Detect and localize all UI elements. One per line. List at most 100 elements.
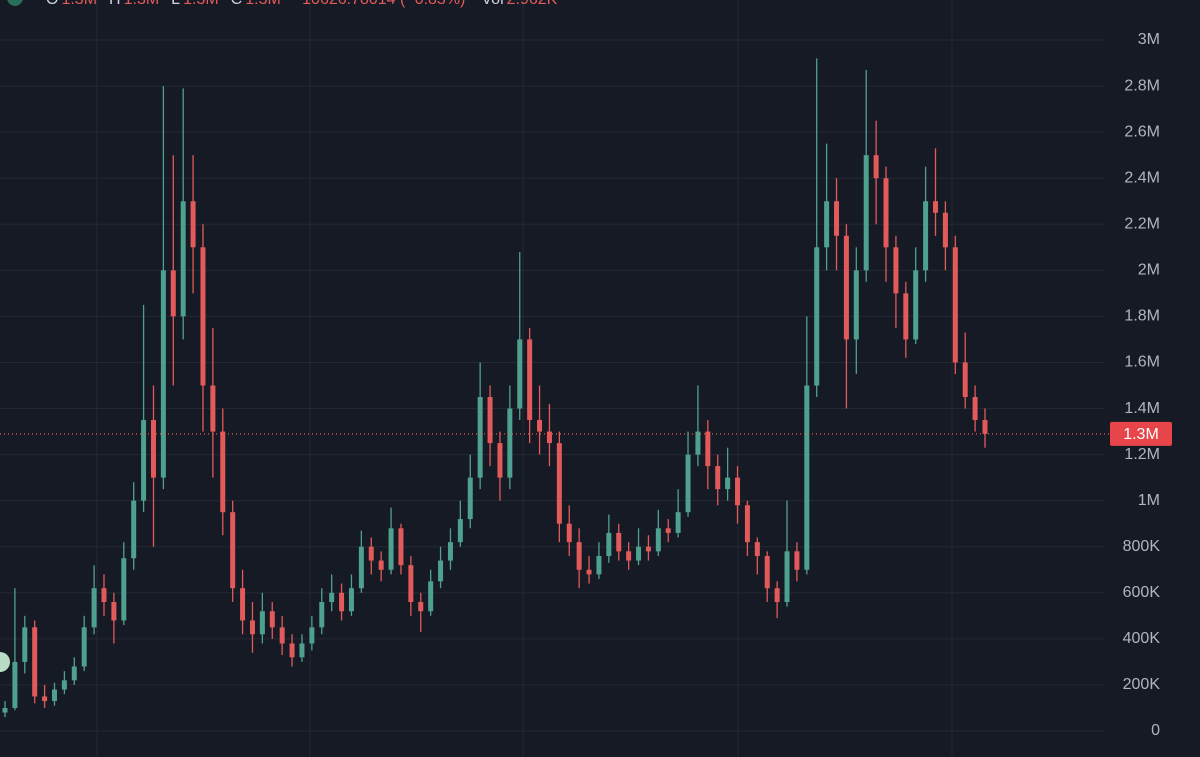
candle-body (883, 178, 889, 248)
candle-body (81, 627, 87, 667)
candle-body (715, 466, 721, 490)
candle-body (903, 293, 909, 340)
candle-body (923, 201, 929, 271)
y-tick-label: 600K (1123, 584, 1161, 601)
candle-body (784, 551, 790, 603)
candle-body (962, 362, 968, 398)
candle-body (942, 212, 948, 248)
header-value: 1.3M (245, 0, 281, 8)
candle-body (863, 155, 869, 271)
candle-body (61, 680, 67, 690)
y-tick-label: 2.6M (1124, 123, 1160, 140)
header-vol-key: Vol (481, 0, 503, 8)
candle-body (725, 477, 731, 490)
header-value: 1.3M (183, 0, 219, 8)
candle-body (596, 555, 602, 575)
candle-body (190, 201, 196, 248)
candle-body (289, 643, 295, 658)
candle-body (636, 546, 642, 561)
header-vol-value: 2.962K (507, 0, 558, 8)
candle-body (339, 592, 345, 612)
candle-body (438, 560, 444, 582)
candle-body (566, 523, 572, 543)
last-price-label: 1.3M (1123, 426, 1159, 443)
candle-body (200, 247, 206, 386)
candle-body (428, 581, 434, 612)
marker-icon[interactable] (0, 652, 10, 672)
candle-body (843, 235, 849, 340)
y-tick-label: 1M (1138, 492, 1160, 509)
candle-body (665, 528, 671, 533)
candle-body (230, 512, 236, 589)
candle-body (546, 431, 552, 444)
candle-body (626, 551, 632, 561)
candle-body (873, 155, 879, 179)
candle-body (240, 588, 246, 621)
candle-body (101, 588, 107, 603)
candle-body (705, 431, 711, 467)
y-tick-label: 0 (1151, 722, 1160, 739)
candle-body (982, 420, 988, 434)
y-tick-label: 2.8M (1124, 77, 1160, 94)
candle-body (675, 512, 681, 533)
candle-body (814, 247, 820, 386)
header-change: −10626.78014 (−0.83%) (293, 0, 466, 8)
y-tick-label: 800K (1123, 538, 1161, 555)
y-tick-label: 200K (1123, 676, 1161, 693)
candle-body (210, 385, 216, 432)
y-tick-label: 1.4M (1124, 400, 1160, 417)
candle-body (527, 339, 533, 421)
candle-body (804, 385, 810, 570)
candle-body (457, 519, 463, 543)
candle-body (418, 602, 424, 612)
candle-body (388, 528, 394, 570)
candle-body (735, 477, 741, 506)
candle-body (606, 532, 612, 556)
candle-body (121, 558, 127, 621)
header-key: C (231, 0, 243, 8)
candle-body (913, 270, 919, 340)
candle-body (398, 528, 404, 566)
candle-body (685, 454, 691, 513)
y-tick-label: 3M (1138, 31, 1160, 48)
candle-body (160, 270, 166, 478)
candle-body (744, 505, 750, 543)
y-tick-label: 400K (1123, 630, 1161, 647)
header-key: O (46, 0, 58, 8)
candle-body (91, 588, 97, 628)
candle-body (22, 627, 28, 662)
candle-body (507, 408, 513, 478)
candle-body (497, 443, 503, 478)
candle-body (150, 420, 156, 478)
y-tick-label: 2.4M (1124, 169, 1160, 186)
candle-body (824, 201, 830, 248)
candle-body (170, 270, 176, 317)
y-tick-label: 2.2M (1124, 215, 1160, 232)
candle-body (131, 500, 137, 559)
candle-body (616, 532, 622, 552)
candle-body (645, 546, 651, 552)
candle-body (933, 201, 939, 213)
candle-body (71, 666, 77, 681)
header-key: H (109, 0, 121, 8)
candle-body (32, 627, 38, 697)
candle-body (42, 696, 48, 702)
candle-body (299, 643, 305, 658)
y-tick-label: 1.8M (1124, 308, 1160, 325)
candle-body (467, 477, 473, 520)
candle-body (348, 588, 354, 612)
candle-body (576, 542, 582, 570)
candle-body (972, 397, 978, 421)
candle-body (220, 431, 226, 513)
header-icon[interactable] (7, 0, 23, 6)
candle-body (249, 620, 255, 635)
candle-body (952, 247, 958, 363)
candle-body (487, 397, 493, 444)
candle-body (279, 627, 285, 644)
grid (0, 0, 1105, 757)
candle-body (319, 602, 325, 628)
candle-body (477, 397, 483, 478)
last-price-box (1110, 421, 1172, 446)
